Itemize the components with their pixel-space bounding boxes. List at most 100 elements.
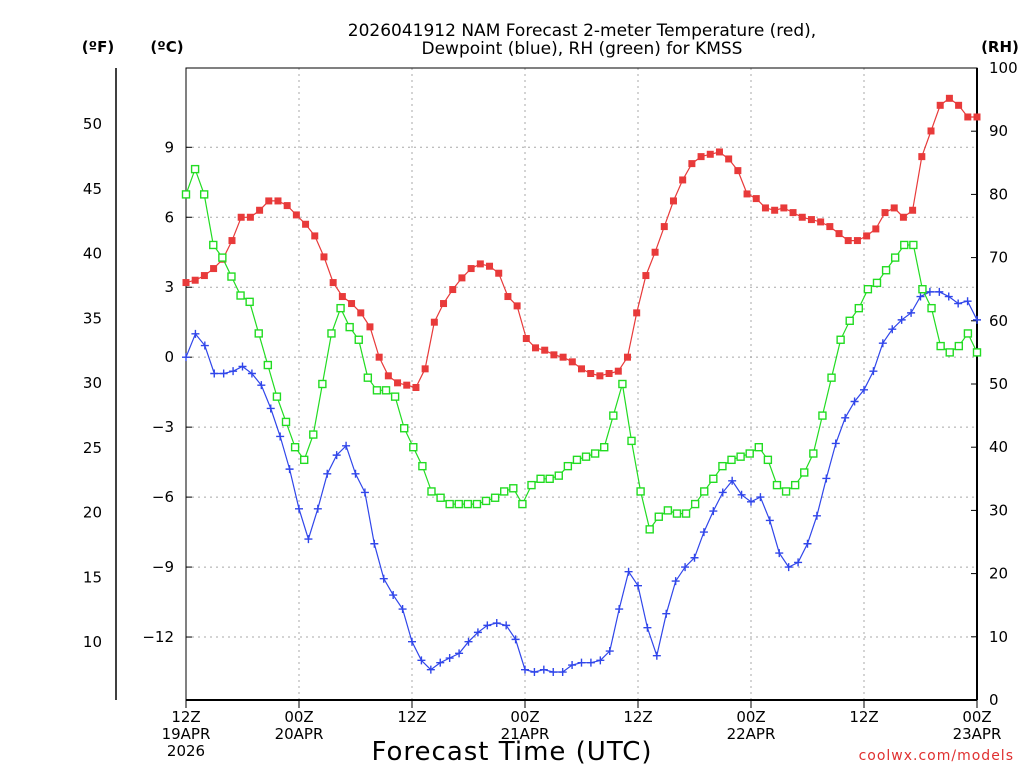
rh-point — [581, 452, 591, 461]
celsius-tick-label: −6 — [152, 488, 174, 506]
rh-point — [600, 443, 609, 452]
temperature-point — [614, 367, 622, 375]
rh-point — [490, 493, 500, 502]
rh-point — [272, 392, 282, 401]
rh-point — [618, 379, 627, 389]
dewpoint-point — [389, 591, 398, 600]
time-tick-label: 2026 — [167, 742, 205, 760]
dewpoint-point — [954, 299, 963, 308]
temperature-point — [384, 372, 392, 380]
dewpoint-point — [586, 658, 595, 667]
celsius-tick-label: 9 — [164, 138, 174, 156]
rh-point — [654, 512, 663, 521]
temperature-point — [927, 127, 935, 135]
rh-point — [218, 253, 227, 262]
dewpoint-point — [831, 439, 840, 448]
temperature-point — [486, 262, 494, 270]
dewpoint-point — [699, 528, 708, 537]
dewpoint-point — [634, 581, 642, 590]
rh-point — [418, 461, 427, 471]
rh-point — [572, 455, 582, 465]
time-tick-label: 20APR — [275, 725, 324, 743]
dewpoint-point — [775, 549, 784, 558]
dewpoint-point — [690, 553, 699, 562]
temperature-point — [403, 381, 411, 389]
rh-point — [672, 509, 682, 518]
time-tick-label: 12Z — [397, 708, 426, 726]
temperature-point — [348, 300, 356, 308]
dewpoint-point — [728, 476, 737, 485]
time-tick-label: 00Z — [284, 708, 313, 726]
dewpoint-point — [436, 658, 445, 667]
time-tick-label: 00Z — [736, 708, 765, 726]
temperature-point — [633, 309, 641, 317]
temperature-point — [909, 206, 917, 214]
temperature-point — [357, 309, 365, 317]
rh-point — [863, 285, 873, 294]
rh-point — [763, 455, 773, 465]
temperature-point — [817, 218, 825, 226]
rh-point — [809, 449, 818, 458]
temperature-point — [798, 213, 806, 221]
rh-point — [563, 461, 573, 471]
dewpoint-point — [615, 605, 624, 614]
fahrenheit-tick-label: 30 — [83, 374, 102, 392]
rh-tick-label: 50 — [989, 375, 1008, 393]
rh-point — [390, 392, 400, 401]
rh-point — [500, 487, 509, 496]
rh-point — [209, 240, 218, 250]
time-tick-label: 23APR — [953, 725, 1002, 743]
rh-point — [836, 335, 845, 344]
dewpoint-point — [276, 432, 285, 441]
dewpoint-point — [747, 497, 755, 506]
temperature-point — [412, 383, 420, 391]
temperature-point — [734, 167, 742, 175]
rh-point — [790, 480, 800, 490]
rh-point — [681, 509, 691, 518]
rh-tick-label: 70 — [989, 249, 1008, 267]
temperature-point — [973, 113, 981, 121]
rh-point — [372, 386, 382, 395]
fahrenheit-tick-label: 40 — [83, 245, 102, 263]
fahrenheit-tick-label: 35 — [83, 309, 102, 327]
dewpoint-point — [539, 665, 548, 674]
series-2-meter-temperature — [182, 94, 981, 391]
rh-point — [481, 496, 491, 506]
temperature-point — [918, 153, 926, 161]
series-layer — [181, 94, 982, 677]
dewpoint-point — [455, 649, 464, 658]
temperature-point — [688, 160, 696, 168]
temperature-point — [329, 279, 337, 287]
dewpoint-point — [624, 567, 633, 576]
series-line — [185, 167, 978, 531]
rh-point — [690, 499, 700, 509]
dewpoint-point — [323, 469, 332, 478]
source-credit: coolwx.com/models — [859, 748, 1014, 764]
dewpoint-point — [963, 297, 972, 306]
dewpoint-point — [464, 637, 473, 646]
rh-point — [963, 329, 973, 338]
temperature-point — [780, 204, 788, 212]
dewpoint-point — [935, 287, 944, 296]
rh-point — [454, 499, 463, 509]
temperature-point — [292, 211, 300, 219]
fahrenheit-tick-label: 20 — [83, 504, 102, 522]
temperature-point — [440, 300, 448, 308]
dewpoint-point — [247, 369, 256, 378]
dewpoint-point — [229, 367, 238, 376]
rh-point — [527, 480, 536, 490]
dewpoint-point — [511, 635, 520, 644]
temperature-point — [596, 372, 604, 380]
dewpoint-point — [492, 619, 501, 628]
dewpoint-point — [944, 292, 953, 301]
temperature-point — [320, 253, 328, 261]
rh-point — [627, 436, 636, 446]
temperature-point — [504, 293, 512, 301]
rh-point — [463, 499, 473, 509]
dewpoint-point — [605, 647, 614, 656]
time-tick-label: 22APR — [727, 725, 776, 743]
time-tick-label: 00Z — [962, 708, 991, 726]
fahrenheit-tick-label: 45 — [83, 180, 102, 198]
temperature-point — [890, 204, 898, 212]
